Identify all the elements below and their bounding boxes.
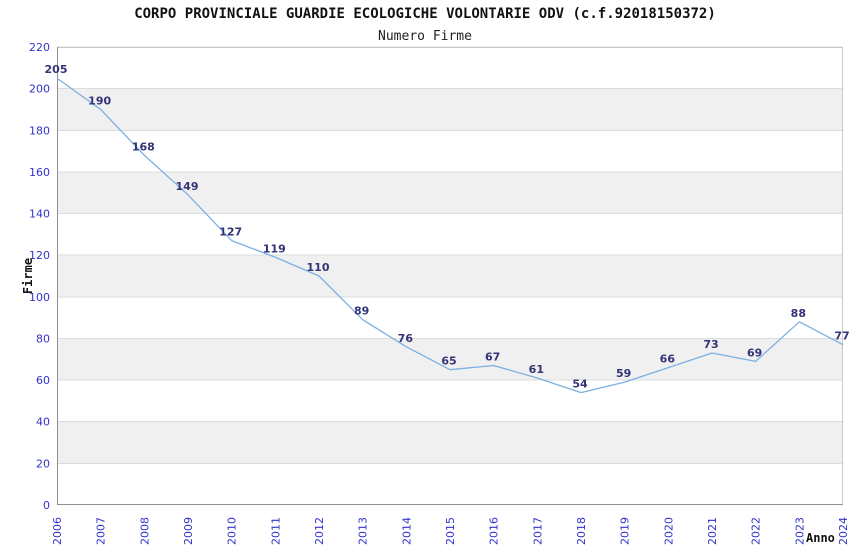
- data-point-label: 69: [747, 346, 762, 359]
- x-axis-title: Anno: [806, 531, 835, 545]
- data-point-label: 73: [703, 338, 718, 351]
- data-point-label: 149: [176, 180, 199, 193]
- y-tick-label: 220: [29, 41, 50, 54]
- data-point-label: 88: [791, 307, 806, 320]
- x-tick-label: 2007: [95, 517, 108, 545]
- grid-band: [58, 338, 843, 381]
- x-tick-label: 2015: [444, 517, 457, 545]
- y-tick-label: 180: [29, 124, 50, 137]
- x-tick-label: 2019: [619, 517, 632, 545]
- data-point-label: 67: [485, 351, 500, 364]
- chart-title: CORPO PROVINCIALE GUARDIE ECOLOGICHE VOL…: [134, 6, 716, 22]
- x-tick-label: 2006: [51, 517, 64, 545]
- x-tick-label: 2022: [750, 517, 763, 545]
- y-tick-label: 0: [43, 499, 50, 512]
- y-tick-label: 20: [36, 457, 50, 470]
- data-point-label: 66: [660, 353, 676, 366]
- data-point-label: 127: [219, 226, 242, 239]
- x-tick-label: 2017: [531, 517, 544, 545]
- x-tick-label: 2011: [269, 517, 282, 545]
- data-point-label: 61: [529, 363, 544, 376]
- data-point-label: 77: [834, 330, 849, 343]
- x-tick-label: 2018: [575, 517, 588, 545]
- y-tick-label: 60: [36, 374, 50, 387]
- y-tick-label: 80: [36, 332, 50, 345]
- x-tick-label: 2020: [662, 517, 675, 545]
- x-tick-label: 2014: [400, 517, 413, 545]
- y-tick-label: 100: [29, 291, 50, 304]
- x-tick-label: 2016: [488, 517, 501, 545]
- x-tick-label: 2013: [357, 517, 370, 545]
- y-axis-title: Firme: [21, 257, 35, 295]
- x-tick-label: 2012: [313, 517, 326, 545]
- x-tick-label: 2009: [182, 517, 195, 545]
- y-tick-label: 200: [29, 83, 50, 96]
- grid-band: [58, 88, 843, 131]
- data-point-label: 190: [88, 94, 111, 107]
- data-point-label: 168: [132, 140, 155, 153]
- data-point-label: 205: [45, 63, 68, 76]
- grid-band: [58, 171, 843, 214]
- data-point-label: 59: [616, 367, 631, 380]
- x-tick-label: 2010: [226, 517, 239, 545]
- y-tick-label: 120: [29, 249, 50, 262]
- x-tick-label: 2021: [706, 517, 719, 545]
- y-tick-label: 40: [36, 416, 50, 429]
- y-tick-label: 140: [29, 208, 50, 221]
- data-point-label: 76: [398, 332, 414, 345]
- chart-subtitle: Numero Firme: [378, 29, 472, 44]
- data-point-label: 110: [307, 261, 330, 274]
- data-point-label: 119: [263, 242, 286, 255]
- series-line: [56, 77, 844, 394]
- grid-band: [58, 255, 843, 297]
- data-point-label: 89: [354, 305, 369, 318]
- x-tick-label: 2024: [837, 517, 850, 545]
- y-tick-label: 160: [29, 166, 50, 179]
- x-tick-label: 2023: [793, 517, 806, 545]
- data-point-label: 65: [441, 355, 456, 368]
- grid-band: [58, 421, 843, 464]
- data-point-label: 54: [572, 378, 588, 391]
- x-tick-label: 2008: [138, 517, 151, 545]
